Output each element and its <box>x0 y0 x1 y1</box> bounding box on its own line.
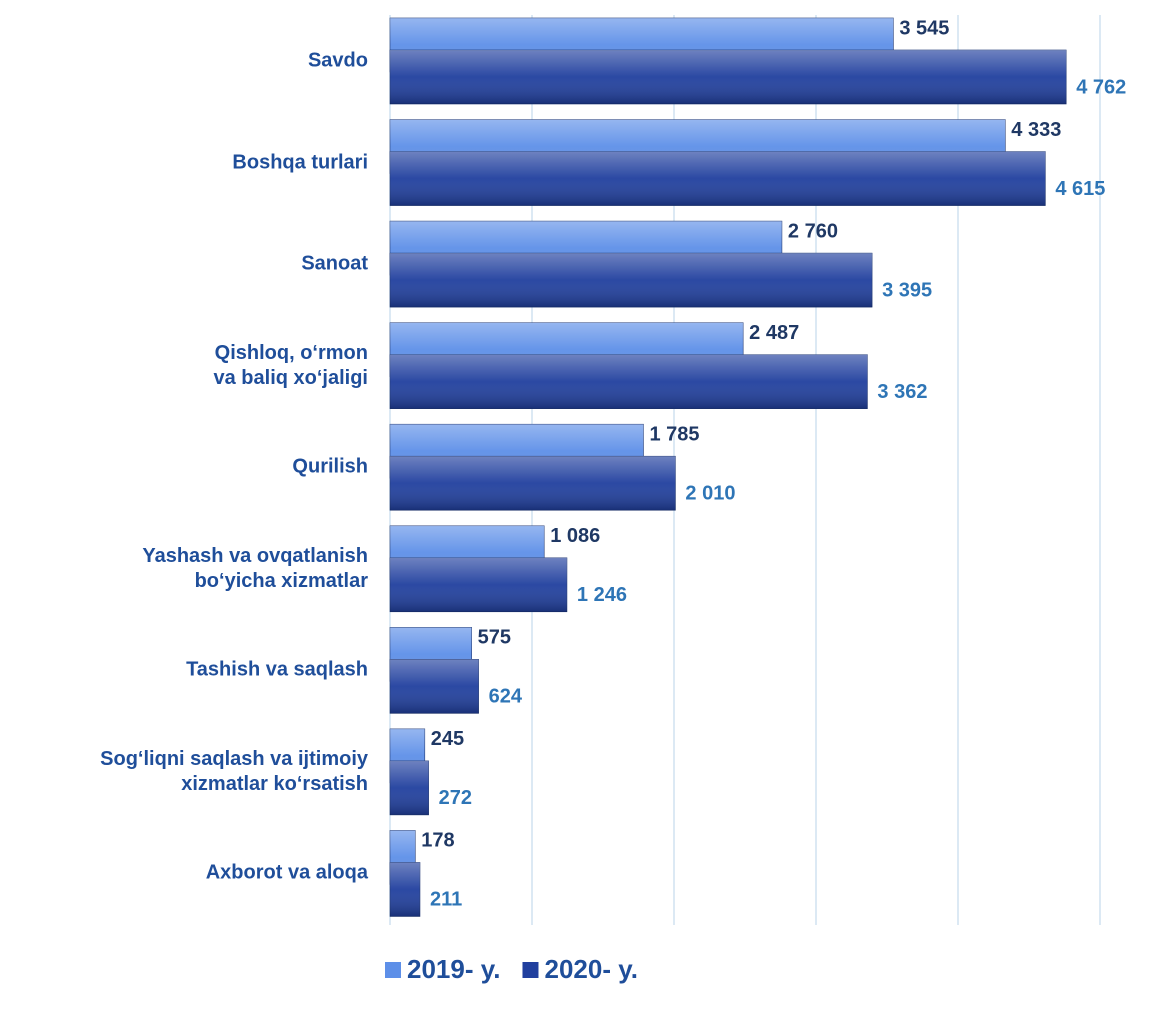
value-label: 1 086 <box>550 525 600 547</box>
bar-shine <box>390 557 567 612</box>
bar-shine <box>390 253 873 308</box>
legend-swatch <box>522 962 539 978</box>
value-label: 4 615 <box>1055 178 1105 200</box>
value-label: 2 760 <box>788 220 838 242</box>
value-label: 1 246 <box>577 584 627 606</box>
value-label: 3 545 <box>899 17 949 39</box>
value-label: 2 010 <box>685 483 735 505</box>
legend-swatch <box>385 962 401 978</box>
bar-shine <box>390 50 1067 104</box>
value-label: 575 <box>478 627 511 649</box>
category-label: Yashash va ovqatlanish bo‘yicha xizmatla… <box>142 544 368 592</box>
bar-shine <box>390 659 479 714</box>
bar-shine <box>390 456 676 511</box>
value-label: 245 <box>431 728 464 750</box>
category-label: Sog‘liqni saqlash va ijtimoiy xizmatlar … <box>100 747 368 795</box>
bar-shine <box>390 862 420 917</box>
value-label: 3 362 <box>877 381 927 403</box>
category-label: Tashish va saqlash <box>186 658 368 681</box>
value-label: 211 <box>430 889 462 911</box>
value-label: 4 762 <box>1076 76 1126 98</box>
value-label: 178 <box>421 830 454 852</box>
value-label: 4 333 <box>1011 119 1061 141</box>
legend-label: 2019- y. <box>407 954 500 984</box>
value-label: 624 <box>489 686 523 708</box>
category-label: Qishloq, o‘rmon va baliq xo‘jaligi <box>213 341 369 389</box>
bar-shine <box>390 151 1046 206</box>
category-label: Savdo <box>307 49 368 72</box>
bar-shine <box>390 354 868 409</box>
category-label: Sanoat <box>301 252 368 275</box>
category-label: Boshqa turlari <box>232 151 368 174</box>
value-label: 272 <box>439 787 472 809</box>
category-label: Qurilish <box>292 455 368 478</box>
legend-label: 2020- y. <box>544 954 637 984</box>
bar-shine <box>390 760 429 815</box>
value-label: 3 395 <box>882 279 932 301</box>
value-label: 1 785 <box>649 424 699 446</box>
value-label: 2 487 <box>749 322 799 344</box>
category-label: Axborot va aloqa <box>205 861 368 884</box>
